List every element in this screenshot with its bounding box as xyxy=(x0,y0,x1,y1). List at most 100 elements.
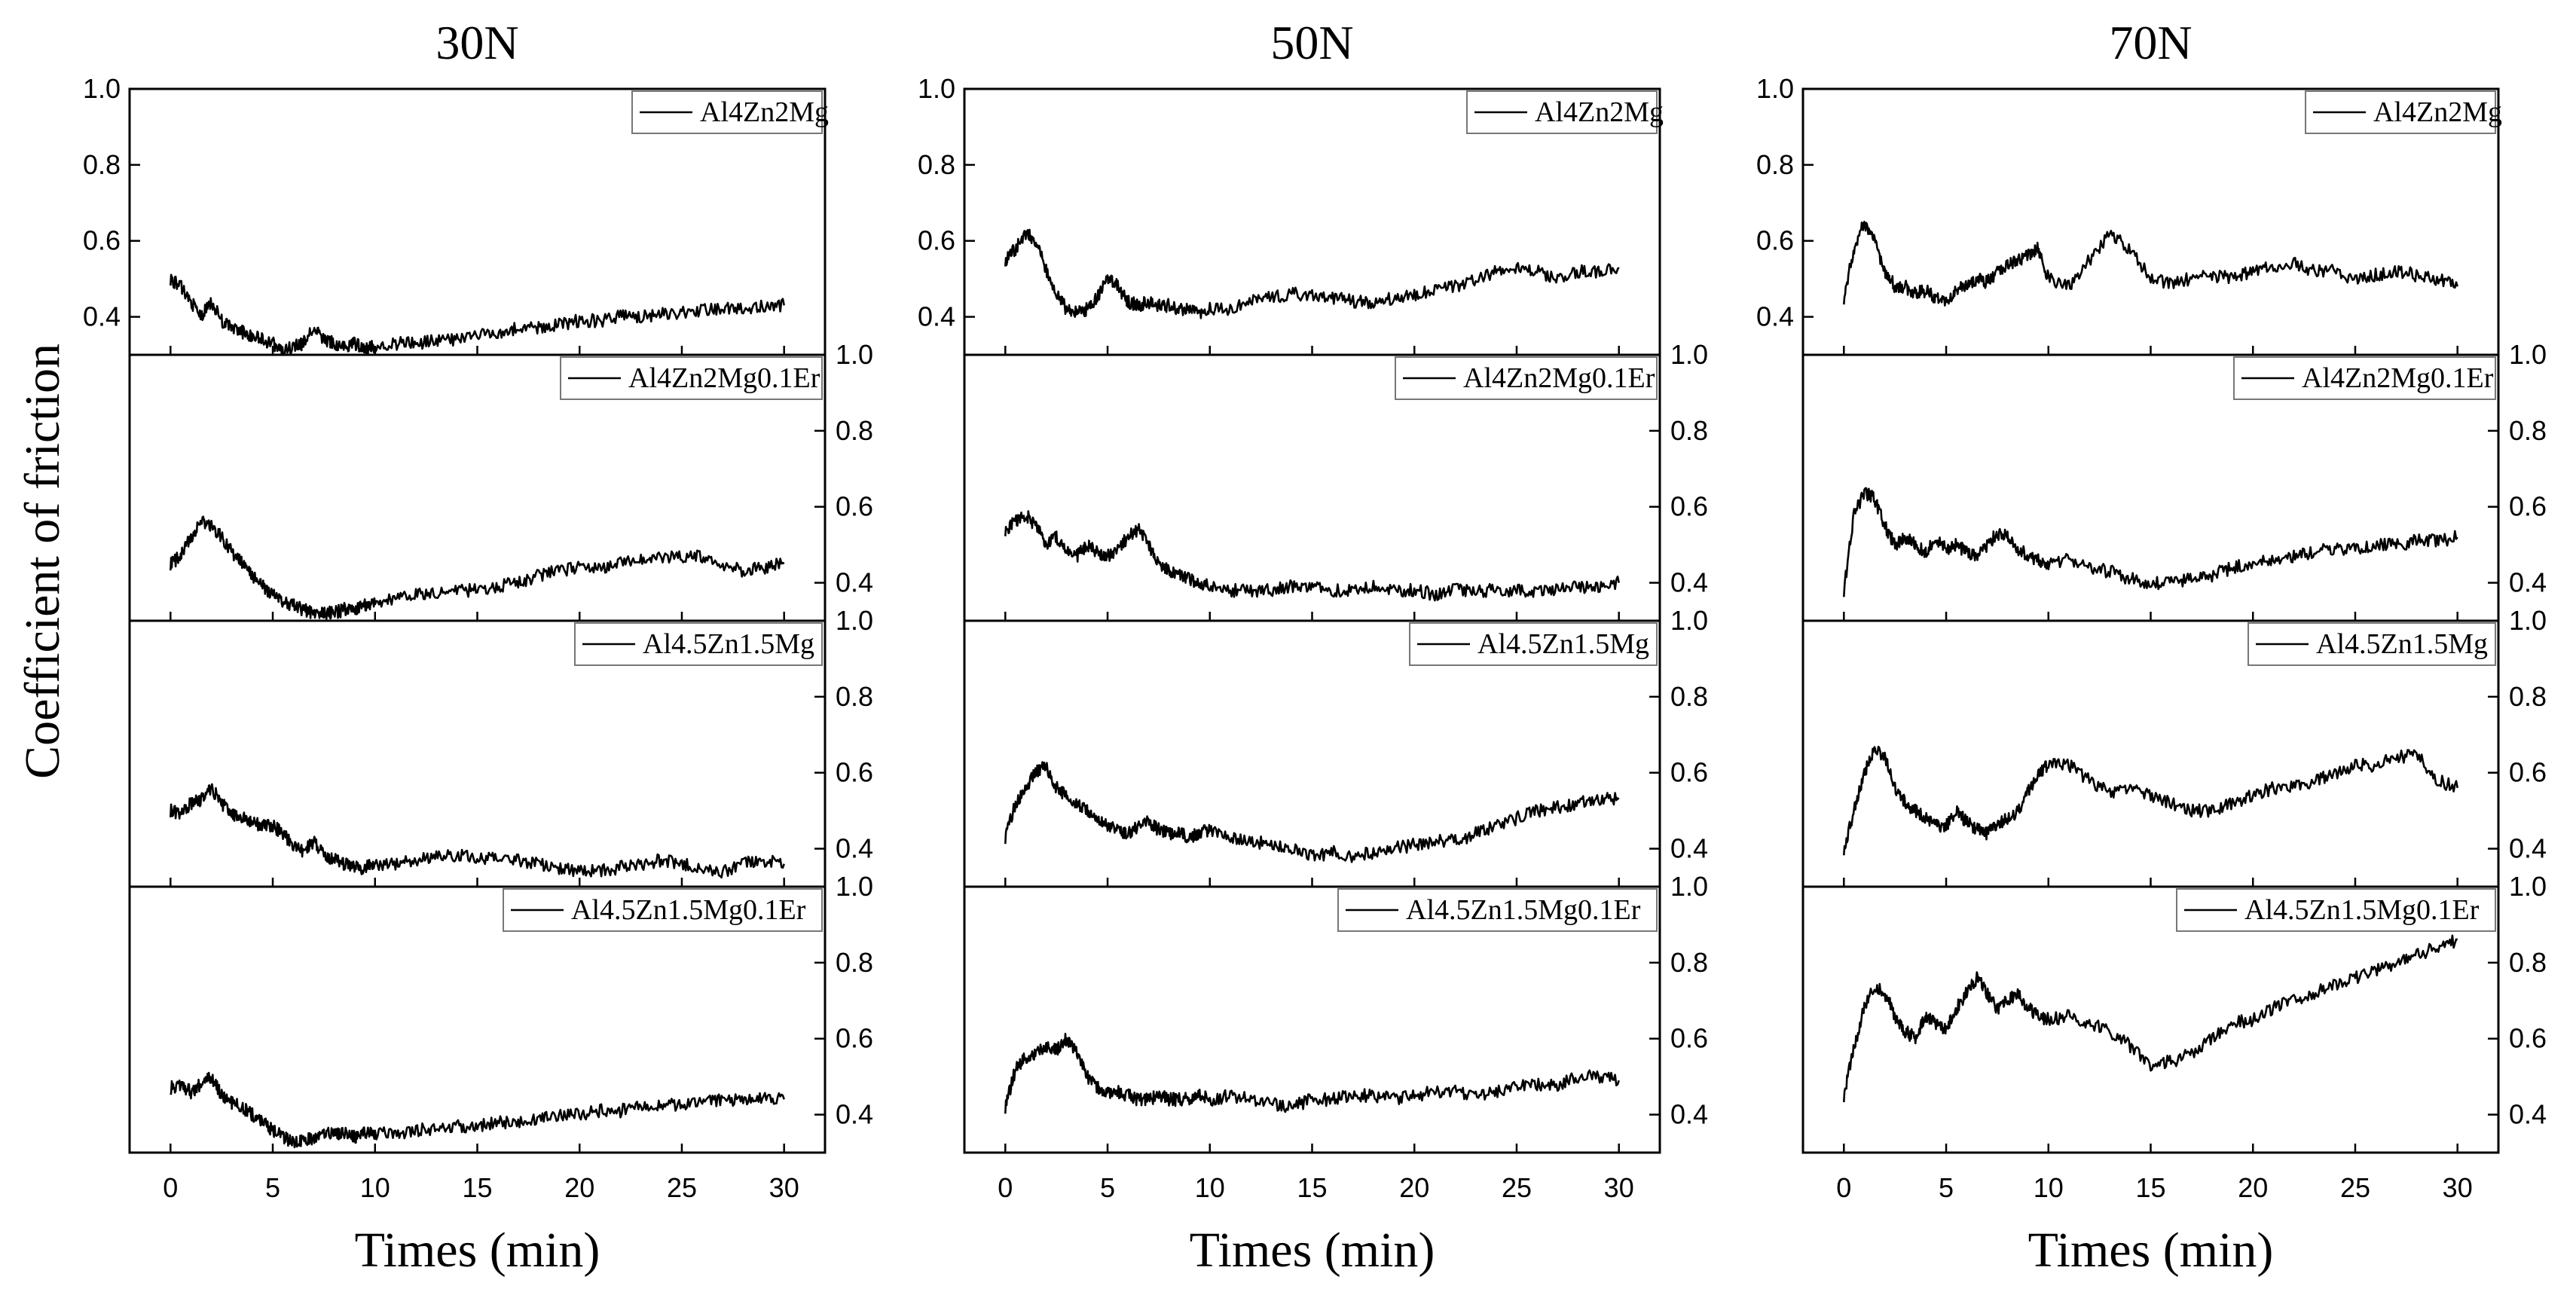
column-title-70N: 70N xyxy=(2109,16,2192,69)
legend-label: Al4.5Zn1.5Mg xyxy=(2316,628,2488,660)
y-tick-label: 0.4 xyxy=(2509,833,2547,864)
panel-30N-3: 1.0 0.8 0.6 0.4 Al4.5Zn1.5Mg xyxy=(128,605,873,888)
y-tick-label: 0.6 xyxy=(1670,491,1708,522)
y-tick-label: 0.6 xyxy=(1670,757,1708,788)
x-tick-label: 20 xyxy=(1399,1172,1429,1203)
y-tick-label: 0.8 xyxy=(1670,415,1708,446)
legend-label: Al4.5Zn1.5Mg xyxy=(1477,628,1649,660)
panel-50N-2: 1.0 0.8 0.6 0.4 Al4Zn2Mg0.1Er xyxy=(963,339,1708,622)
x-tick-label: 15 xyxy=(2135,1172,2165,1203)
x-tick-label: 15 xyxy=(462,1172,492,1203)
series-line-Al4Zn2Mg xyxy=(170,273,785,355)
y-tick-label: 1.0 xyxy=(1756,73,1794,104)
x-tick-label: 25 xyxy=(1502,1172,1532,1203)
panel-30N-1: 1.0 0.8 0.6 0.4 Al4Zn2Mg xyxy=(83,73,829,356)
y-tick-label: 0.8 xyxy=(2509,415,2547,446)
y-tick-label: 0.6 xyxy=(836,491,873,522)
panel-50N-1: 1.0 0.8 0.6 0.4 Al4Zn2Mg xyxy=(918,73,1664,356)
series-line-Al4Zn2Mg0.1Er xyxy=(170,515,785,620)
y-tick-label: 0.8 xyxy=(836,415,873,446)
series-line-Al4.5Zn1.5Mg xyxy=(1004,761,1620,863)
x-tick-label: 20 xyxy=(2238,1172,2268,1203)
series-line-Al4.5Zn1.5Mg xyxy=(1843,745,2458,856)
y-tick-label: 0.6 xyxy=(836,1023,873,1054)
series-line-Al4Zn2Mg0.1Er xyxy=(1843,487,2458,597)
series-line-Al4Zn2Mg xyxy=(1843,221,2458,307)
x-tick-label: 25 xyxy=(667,1172,697,1203)
x-tick-label: 10 xyxy=(1195,1172,1225,1203)
series-line-Al4.5Zn1.5Mg0.1Er xyxy=(1843,934,2458,1103)
panel-70N-2: 1.0 0.8 0.6 0.4 Al4Zn2Mg0.1Er xyxy=(1801,339,2547,622)
y-tick-label: 0.6 xyxy=(83,225,121,256)
y-axis-title: Coefficient of friction xyxy=(15,344,70,779)
series-line-Al4Zn2Mg0.1Er xyxy=(1004,510,1620,602)
y-tick-label: 0.6 xyxy=(836,757,873,788)
series-line-Al4.5Zn1.5Mg xyxy=(170,783,785,879)
legend-label: Al4Zn2Mg0.1Er xyxy=(2302,362,2494,394)
panel-30N-2: 1.0 0.8 0.6 0.4 Al4Zn2Mg0.1Er xyxy=(128,339,873,622)
legend-label: Al4.5Zn1.5Mg0.1Er xyxy=(1406,894,1641,926)
x-tick-label: 5 xyxy=(1939,1172,1954,1203)
y-tick-label: 0.8 xyxy=(83,149,121,180)
y-tick-label: 0.4 xyxy=(1670,567,1708,598)
y-tick-label: 0.4 xyxy=(836,567,873,598)
y-tick-label: 0.8 xyxy=(2509,947,2547,978)
y-tick-label: 1.0 xyxy=(83,73,121,104)
y-tick-label: 0.4 xyxy=(918,301,955,332)
y-tick-label: 0.8 xyxy=(1756,149,1794,180)
panel-50N-3: 1.0 0.8 0.6 0.4 Al4.5Zn1.5Mg xyxy=(963,605,1708,888)
y-tick-label: 1.0 xyxy=(918,73,955,104)
y-tick-label: 1.0 xyxy=(836,605,873,636)
x-axis-title: Times (min) xyxy=(355,1223,600,1278)
y-tick-label: 1.0 xyxy=(1670,605,1708,636)
y-tick-label: 0.8 xyxy=(1670,947,1708,978)
legend-label: Al4.5Zn1.5Mg0.1Er xyxy=(2244,894,2480,926)
x-axis-title: Times (min) xyxy=(1190,1223,1435,1278)
y-tick-label: 1.0 xyxy=(2509,605,2547,636)
column-title-30N: 30N xyxy=(435,16,518,69)
y-tick-label: 0.6 xyxy=(1670,1023,1708,1054)
y-tick-label: 0.8 xyxy=(2509,681,2547,712)
panel-50N-4: 1.0 0.8 0.6 0.4 Al4.5Zn1.5Mg0.1Er xyxy=(963,871,1708,1154)
x-tick-label: 25 xyxy=(2340,1172,2370,1203)
y-tick-label: 0.4 xyxy=(83,301,121,332)
y-tick-label: 0.4 xyxy=(2509,567,2547,598)
y-tick-label: 1.0 xyxy=(2509,339,2547,370)
legend-box xyxy=(2233,356,2496,400)
legend-label: Al4Zn2Mg xyxy=(700,96,829,128)
x-tick-label: 30 xyxy=(2443,1172,2473,1203)
x-tick-label: 5 xyxy=(265,1172,280,1203)
panels-layer: 30N 1.0 0.8 0.6 0.4 Al4Zn2Mg 1.0 0.8 0.6 0.4 Al4Zn… xyxy=(83,16,2547,1278)
x-tick-label: 30 xyxy=(1604,1172,1634,1203)
legend-label: Al4Zn2Mg0.1Er xyxy=(628,362,820,394)
legend-label: Al4.5Zn1.5Mg0.1Er xyxy=(571,894,806,926)
legend-label: Al4Zn2Mg xyxy=(1535,96,1664,128)
y-tick-label: 0.4 xyxy=(836,833,873,864)
column-title-50N: 50N xyxy=(1270,16,1353,69)
y-tick-label: 0.6 xyxy=(918,225,955,256)
x-tick-label: 15 xyxy=(1297,1172,1327,1203)
x-tick-label: 10 xyxy=(2034,1172,2064,1203)
x-tick-label: 20 xyxy=(564,1172,594,1203)
y-tick-label: 0.6 xyxy=(2509,1023,2547,1054)
y-tick-label: 0.8 xyxy=(836,947,873,978)
y-tick-label: 1.0 xyxy=(2509,871,2547,902)
y-tick-label: 1.0 xyxy=(836,871,873,902)
y-tick-label: 0.8 xyxy=(918,149,955,180)
y-tick-label: 0.8 xyxy=(836,681,873,712)
x-tick-label: 10 xyxy=(360,1172,390,1203)
x-tick-label: 0 xyxy=(163,1172,178,1203)
y-tick-label: 0.6 xyxy=(1756,225,1794,256)
x-tick-label: 0 xyxy=(998,1172,1013,1203)
y-tick-label: 0.6 xyxy=(2509,491,2547,522)
panel-70N-4: 1.0 0.8 0.6 0.4 Al4.5Zn1.5Mg0.1Er xyxy=(1801,871,2547,1154)
y-tick-label: 1.0 xyxy=(1670,871,1708,902)
panel-70N-3: 1.0 0.8 0.6 0.4 Al4.5Zn1.5Mg xyxy=(1801,605,2547,888)
y-tick-label: 1.0 xyxy=(836,339,873,370)
series-line-Al4.5Zn1.5Mg0.1Er xyxy=(170,1071,785,1149)
y-tick-label: 0.4 xyxy=(2509,1099,2547,1130)
y-tick-label: 0.6 xyxy=(2509,757,2547,788)
y-tick-label: 1.0 xyxy=(1670,339,1708,370)
legend-label: Al4Zn2Mg0.1Er xyxy=(1463,362,1655,394)
